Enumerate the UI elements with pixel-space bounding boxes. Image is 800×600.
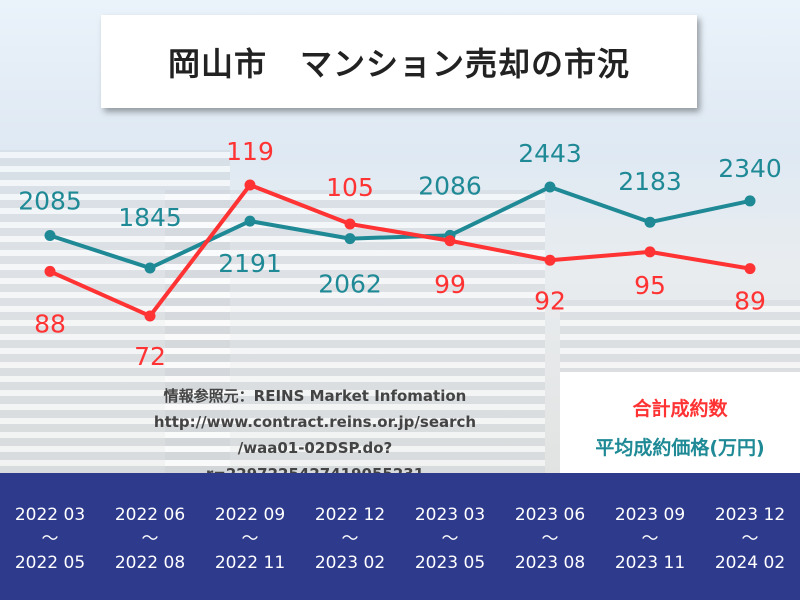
x-tick-label: 2022 09 ～ 2022 11 <box>200 503 300 575</box>
data-label: 2191 <box>218 249 282 278</box>
x-tick-from: 2022 12 <box>314 505 386 525</box>
x-tick-from: 2023 12 <box>714 505 786 525</box>
data-label: 2183 <box>618 167 682 196</box>
data-point <box>544 181 556 193</box>
series-line <box>49 184 751 270</box>
x-tick-sep: ～ <box>241 529 259 549</box>
data-point <box>444 235 456 247</box>
x-tick-label: 2023 06 ～ 2023 08 <box>500 503 600 575</box>
data-label: 1845 <box>118 203 182 232</box>
x-tick-to: 2023 02 <box>314 553 386 573</box>
x-tick-from: 2022 03 <box>14 505 86 525</box>
data-point <box>44 265 56 277</box>
data-point <box>144 262 156 274</box>
source-note: 情報参照元：REINS Market Infomation http://www… <box>140 383 490 487</box>
legend-count: 合計成約数 <box>632 398 728 420</box>
data-label: 72 <box>134 342 166 371</box>
x-tick-label: 2022 12 ～ 2023 02 <box>300 503 400 575</box>
data-point <box>644 246 656 258</box>
x-tick-sep: ～ <box>541 529 559 549</box>
data-label: 99 <box>434 270 466 299</box>
x-tick-label: 2022 06 ～ 2022 08 <box>100 503 200 575</box>
data-label: 2340 <box>718 154 782 183</box>
data-label: 2086 <box>418 171 482 200</box>
x-tick-from: 2023 06 <box>514 505 586 525</box>
x-tick-sep: ～ <box>441 529 459 549</box>
source-url[interactable]: http://www.contract.reins.or.jp/search <box>153 413 477 431</box>
data-point <box>244 179 256 191</box>
x-tick-sep: ～ <box>41 529 59 549</box>
legend-price: 平均成約価格(万円) <box>595 437 765 459</box>
x-tick-from: 2023 03 <box>414 505 486 525</box>
x-tick-label: 2023 09 ～ 2023 11 <box>600 503 700 575</box>
data-label: 89 <box>734 287 766 316</box>
data-label: 119 <box>226 137 274 166</box>
x-tick-to: 2023 05 <box>414 553 486 573</box>
x-tick-sep: ～ <box>641 529 659 549</box>
x-tick-sep: ～ <box>341 529 359 549</box>
data-point <box>544 254 556 266</box>
data-label: 105 <box>326 173 374 202</box>
x-tick-label: 2023 12 ～ 2024 02 <box>700 503 800 575</box>
data-label: 2443 <box>518 139 582 168</box>
x-tick-sep: ～ <box>141 529 159 549</box>
data-point <box>344 233 356 245</box>
data-point <box>744 263 756 275</box>
x-tick-to: 2024 02 <box>714 553 786 573</box>
data-point <box>344 218 356 230</box>
x-tick-to: 2023 08 <box>514 553 586 573</box>
x-tick-to: 2022 08 <box>114 553 186 573</box>
data-point <box>644 216 656 228</box>
data-label: 2085 <box>18 186 82 215</box>
x-tick-to: 2022 11 <box>214 553 286 573</box>
data-point <box>244 215 256 227</box>
data-point <box>144 310 156 322</box>
chart-title: 岡山市 マンション売却の市況 <box>167 44 630 83</box>
x-tick-label: 2023 03 ～ 2023 05 <box>400 503 500 575</box>
series-line <box>49 183 751 318</box>
data-label: 88 <box>34 309 66 338</box>
x-tick-to: 2023 11 <box>614 553 686 573</box>
x-tick-sep: ～ <box>741 529 759 549</box>
x-tick-from: 2022 09 <box>214 505 286 525</box>
legend: 合計成約数 平均成約価格(万円) <box>560 372 800 473</box>
title-box: 岡山市 マンション売却の市況 <box>101 15 697 108</box>
data-point <box>744 195 756 207</box>
x-tick-label: 2022 03 ～ 2022 05 <box>0 503 100 575</box>
x-tick-from: 2023 09 <box>614 505 686 525</box>
data-label: 92 <box>534 286 566 315</box>
data-label: 2062 <box>318 270 382 299</box>
data-point <box>44 229 56 241</box>
source-line: 情報参照元：REINS Market Infomation <box>163 387 467 405</box>
x-axis-band: 2022 03 ～ 2022 05 2022 06 ～ 2022 08 2022 09 ～ 20… <box>0 473 800 600</box>
x-tick-from: 2022 06 <box>114 505 186 525</box>
data-label: 95 <box>634 271 666 300</box>
x-tick-to: 2022 05 <box>14 553 86 573</box>
